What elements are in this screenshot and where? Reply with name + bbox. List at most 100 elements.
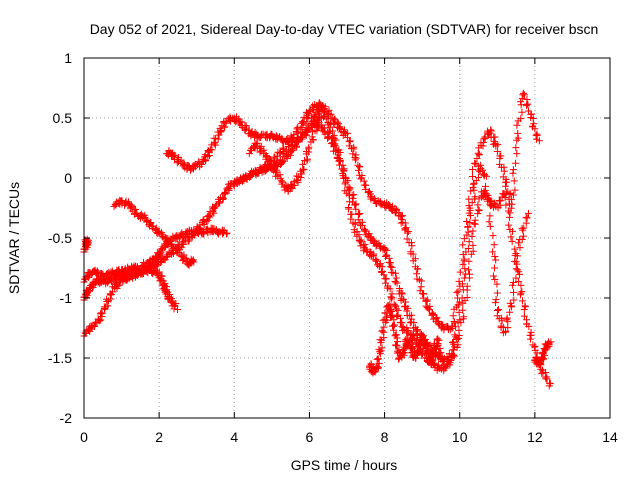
data-point [466, 206, 474, 214]
data-point [489, 248, 497, 256]
data-point [535, 137, 543, 145]
data-point [491, 276, 499, 284]
data-point [219, 194, 227, 202]
data-point [336, 148, 344, 156]
data-point [471, 159, 479, 167]
data-point [373, 355, 381, 363]
x-tick-label: 14 [602, 429, 618, 445]
series-track-e [110, 196, 198, 269]
data-point [335, 120, 343, 128]
data-point [355, 211, 363, 219]
data-point [372, 257, 380, 265]
data-point [330, 135, 338, 143]
data-point [460, 255, 468, 263]
data-point [278, 156, 286, 164]
data-point [355, 163, 363, 171]
data-point [459, 306, 467, 314]
data-point [284, 142, 292, 150]
data-point [436, 353, 444, 361]
y-axis-label: SDTVAR / TECUs [6, 182, 22, 294]
data-point [475, 207, 483, 215]
data-point [356, 238, 364, 246]
data-point [510, 296, 518, 304]
data-point [512, 258, 520, 266]
y-tick-label: -2 [60, 410, 73, 426]
data-point [386, 307, 394, 315]
data-point [238, 176, 246, 184]
data-point [339, 161, 347, 169]
data-point [491, 200, 499, 208]
data-point [435, 348, 443, 356]
data-point [349, 150, 357, 158]
data-point [460, 235, 468, 243]
data-point [347, 215, 355, 223]
data-point [358, 221, 366, 229]
data-point [256, 148, 264, 156]
data-point [423, 297, 431, 305]
data-point [513, 252, 521, 260]
data-point [342, 175, 350, 183]
data-point [403, 235, 411, 243]
data-point [93, 267, 101, 275]
data-point [352, 154, 360, 162]
data-point [339, 169, 347, 177]
data-point [374, 355, 382, 363]
data-point [503, 314, 511, 322]
data-point [492, 142, 500, 150]
data-point [491, 253, 499, 261]
data-point [351, 220, 359, 228]
data-point [540, 350, 548, 358]
data-point [527, 110, 535, 118]
data-point [512, 144, 520, 152]
data-point [170, 152, 178, 160]
chart-title: Day 052 of 2021, Sidereal Day-to-day VTE… [90, 21, 599, 37]
data-point [343, 134, 351, 142]
data-point [305, 107, 313, 115]
data-point [433, 314, 441, 322]
data-point [366, 248, 374, 256]
data-point [415, 347, 423, 355]
data-point [222, 230, 230, 238]
data-point [361, 240, 369, 248]
data-point [360, 227, 368, 235]
data-point [486, 202, 494, 210]
data-point [493, 148, 501, 156]
data-point [482, 190, 490, 198]
data-point [392, 274, 400, 282]
data-point [490, 241, 498, 249]
x-tick-label: 6 [306, 429, 314, 445]
data-point [202, 218, 210, 226]
data-point [269, 164, 277, 172]
data-point [211, 202, 219, 210]
data-point [518, 288, 526, 296]
y-tick-label: -0.5 [48, 230, 72, 246]
x-tick-label: 12 [527, 429, 543, 445]
data-point [531, 343, 539, 351]
data-point [350, 191, 358, 199]
data-point [501, 194, 509, 202]
data-point [505, 213, 513, 221]
data-point [490, 264, 498, 272]
data-point [456, 316, 464, 324]
data-point [517, 291, 525, 299]
data-point [360, 181, 368, 189]
data-point [543, 375, 551, 383]
data-point [477, 165, 485, 173]
data-point [365, 230, 373, 238]
data-point [374, 363, 382, 371]
data-point [512, 274, 520, 282]
x-axis-ticks: 0 2 4 6 8 10 12 14 [80, 58, 618, 445]
data-point [513, 150, 521, 158]
data-point [132, 205, 140, 213]
data-point [538, 369, 546, 377]
data-point [453, 289, 461, 297]
data-point [375, 359, 383, 367]
data-point [474, 201, 482, 209]
data-point [459, 280, 467, 288]
data-point [127, 201, 135, 209]
data-point [464, 266, 472, 274]
data-point [524, 209, 532, 217]
data-point [479, 166, 487, 174]
data-point [443, 362, 451, 370]
